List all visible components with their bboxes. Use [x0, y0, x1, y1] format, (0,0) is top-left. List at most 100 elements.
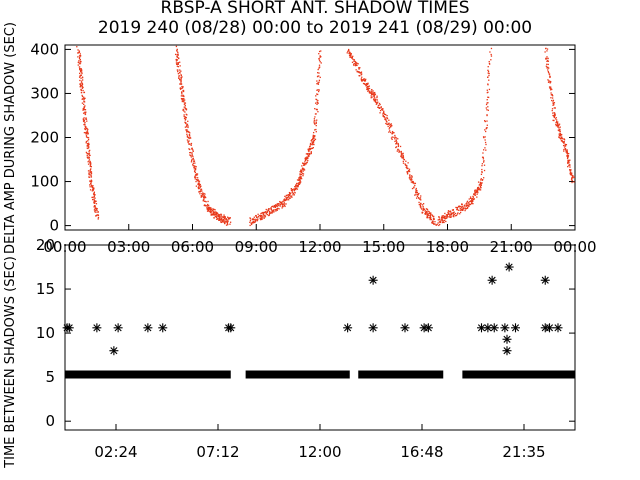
top-scatter-point — [386, 117, 389, 120]
top-scatter-point — [413, 187, 415, 189]
top-scatter-point — [188, 140, 190, 142]
top-scatter-point — [186, 133, 188, 135]
top-scatter-point — [208, 210, 210, 212]
top-scatter-point — [402, 152, 404, 155]
top-scatter-point — [195, 180, 197, 183]
top-scatter-point — [395, 143, 398, 145]
top-scatter-point — [461, 208, 463, 210]
top-scatter-point — [78, 56, 81, 59]
bottom-star-point — [483, 323, 493, 333]
star-stroke — [554, 324, 562, 332]
top-scatter-point — [312, 131, 315, 134]
top-scatter-point — [469, 203, 471, 206]
top-scatter-point — [422, 203, 425, 205]
top-x-tick-label: 18:00 — [426, 238, 469, 256]
top-scatter-point — [210, 210, 212, 212]
top-scatter-point — [315, 128, 317, 131]
top-scatter-point — [197, 187, 200, 190]
top-scatter-point — [310, 139, 312, 142]
top-scatter-point — [398, 150, 400, 153]
top-scatter-point — [85, 136, 88, 138]
top-scatter-point — [199, 183, 201, 186]
bottom-baseline-band — [65, 370, 575, 379]
top-scatter-point — [409, 175, 411, 177]
top-scatter-point — [90, 179, 93, 181]
top-scatter-point — [470, 197, 472, 200]
top-scatter-point — [197, 186, 200, 188]
top-scatter-point — [318, 67, 320, 69]
top-scatter-point — [450, 212, 452, 214]
top-scatter-point — [176, 56, 179, 58]
top-scatter-point — [482, 152, 484, 154]
top-scatter-point — [374, 97, 376, 99]
top-scatter-point — [191, 147, 193, 149]
top-scatter-point — [354, 62, 356, 65]
top-scatter-point — [477, 188, 479, 190]
top-scatter-point — [388, 131, 390, 133]
top-scatter-point — [486, 89, 488, 91]
top-scatter-point — [471, 202, 473, 204]
top-scatter-point — [480, 186, 482, 189]
top-scatter-point — [430, 212, 432, 214]
top-scatter-point — [181, 98, 184, 100]
top-scatter-point — [176, 53, 178, 56]
top-scatter-point — [416, 190, 418, 192]
top-scatter-point — [487, 96, 490, 99]
top-scatter-point — [94, 194, 96, 196]
top-scatter-point — [374, 93, 377, 95]
top-scatter-point — [82, 119, 85, 121]
top-scatter-point — [410, 177, 413, 179]
top-scatter-point — [316, 89, 318, 91]
top-scatter-point — [488, 88, 491, 91]
top-scatter-point — [226, 216, 229, 218]
top-scatter-point — [266, 213, 268, 216]
top-scatter-point — [262, 213, 264, 215]
top-scatter-point — [228, 217, 230, 219]
top-scatter-point — [350, 52, 352, 55]
top-scatter-point — [309, 142, 312, 145]
star-stroke — [369, 324, 377, 332]
top-scatter-point — [195, 174, 197, 176]
top-scatter-point — [406, 172, 409, 174]
star-stroke — [503, 347, 511, 355]
top-scatter-point — [487, 84, 489, 86]
bottom-star-point — [500, 323, 510, 333]
top-scatter-point — [295, 184, 297, 186]
top-scatter-point — [422, 211, 424, 214]
top-y-tick-label: 400 — [30, 40, 59, 58]
top-scatter-point — [210, 207, 212, 209]
top-scatter-point — [199, 186, 201, 189]
top-scatter-point — [86, 156, 89, 159]
top-scatter-point — [197, 177, 199, 179]
top-scatter-point — [488, 79, 490, 81]
top-scatter-point — [400, 152, 402, 154]
top-scatter-point — [176, 50, 178, 52]
top-scatter-point — [471, 199, 474, 202]
top-scatter-point — [87, 161, 89, 163]
top-scatter-point — [566, 153, 569, 155]
top-scatter-point — [369, 90, 371, 92]
top-scatter-point — [371, 91, 373, 93]
top-scatter-point — [552, 112, 554, 114]
top-scatter-point — [186, 136, 189, 138]
top-scatter-point — [549, 75, 551, 77]
top-scatter-point — [363, 83, 366, 85]
top-scatter-point — [208, 206, 210, 209]
top-scatter-point — [317, 68, 319, 71]
top-scatter-point — [401, 153, 403, 155]
top-scatter-point — [84, 97, 86, 100]
top-scatter-point — [471, 202, 473, 205]
top-scatter-point — [191, 152, 193, 154]
top-scatter-point — [304, 157, 307, 159]
top-scatter-point — [192, 155, 194, 158]
top-scatter-point — [285, 194, 288, 197]
top-scatter-point — [295, 185, 297, 187]
top-scatter-point — [202, 194, 204, 196]
top-scatter-point — [557, 123, 559, 125]
top-scatter-point — [83, 106, 86, 108]
top-scatter-point — [274, 209, 277, 211]
top-scatter-point — [488, 62, 491, 65]
top-scatter-point — [549, 80, 551, 83]
top-scatter-point — [318, 66, 321, 68]
